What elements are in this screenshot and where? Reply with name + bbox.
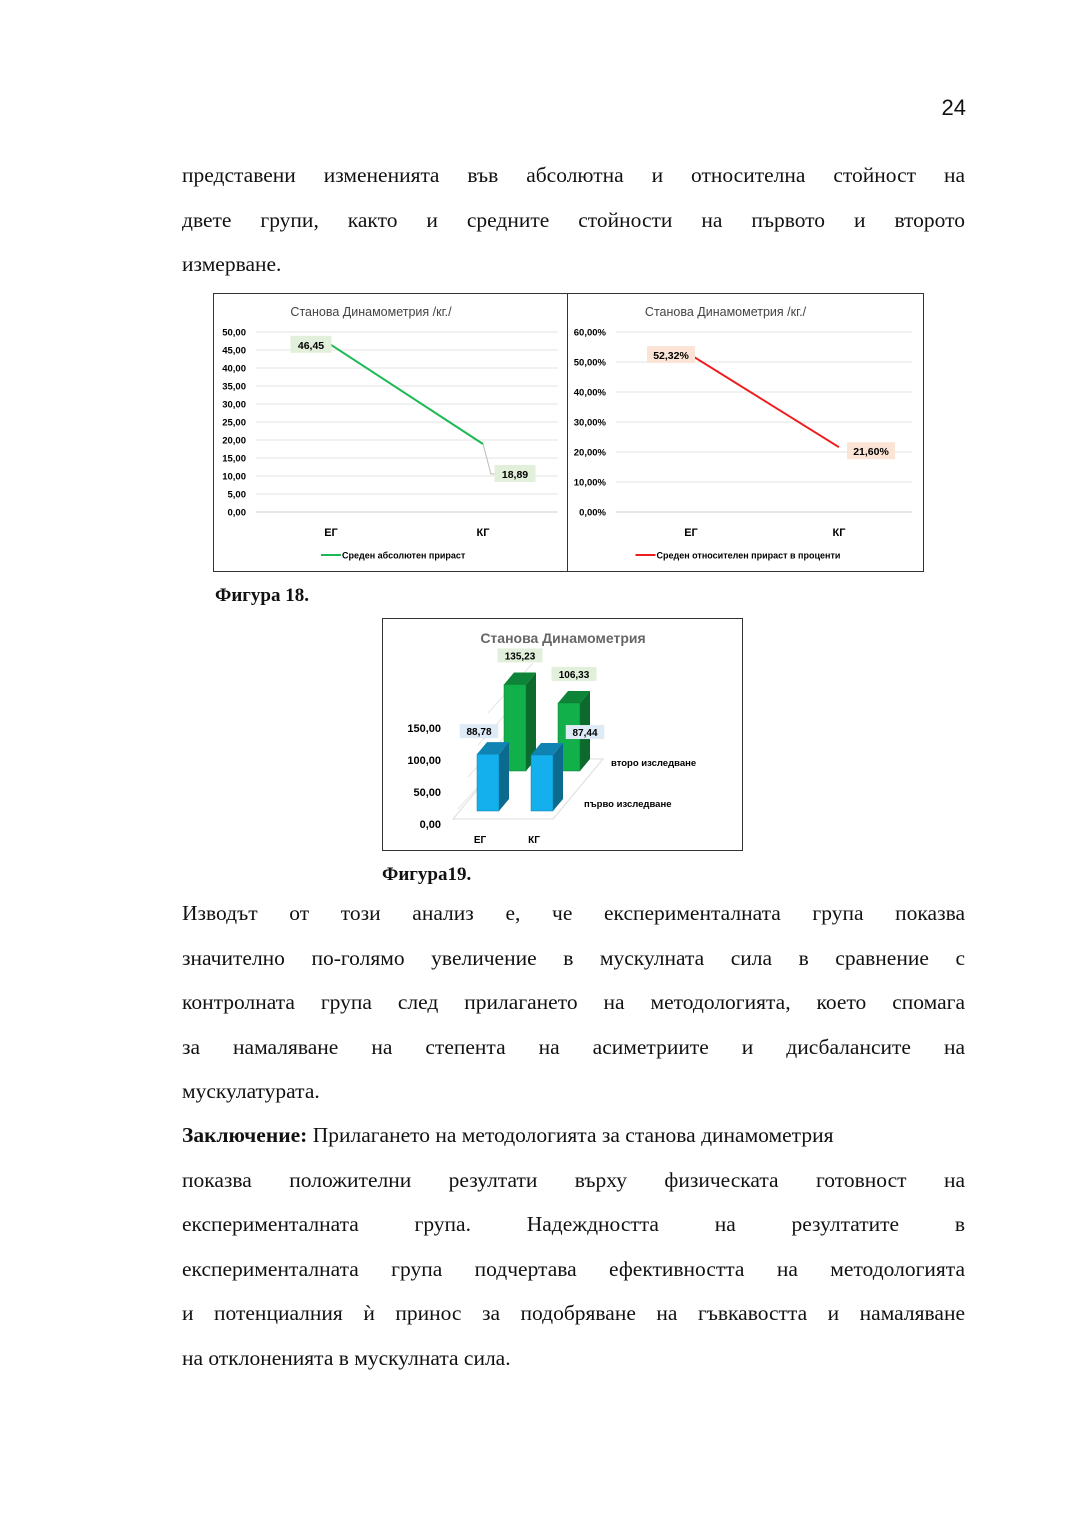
y-tick-label: 20,00 [222, 436, 246, 447]
y-tick-label: 25,00 [222, 418, 246, 429]
bar-side [553, 743, 563, 811]
data-label-bg [494, 464, 536, 482]
bar [530, 754, 554, 812]
y-tick-label: 150,00 [407, 723, 441, 735]
text-line: и потенциалния ѝ принос за подобряване н… [182, 1301, 965, 1325]
x-tick-label: ЕГ [474, 835, 487, 846]
text-line: значително по-голямо увеличение в мускул… [182, 945, 965, 970]
data-label: 87,44 [572, 728, 597, 739]
series-label: първо изследване [584, 799, 671, 810]
y-tick-label: 10,00 [222, 472, 246, 483]
data-label: 88,78 [466, 727, 491, 738]
text-line: за намаляване на степента на асиметриите… [182, 1034, 965, 1059]
x-tick-label: ЕГ [684, 527, 698, 539]
x-tick-label: ЕГ [324, 527, 338, 539]
y-tick-label: 45,00 [222, 346, 246, 357]
y-tick-label: 15,00 [222, 454, 246, 465]
paragraph-conclusion: Заключение: Прилагането на методологията… [182, 1113, 965, 1380]
text-line: експерименталната група. Надеждността на… [182, 1212, 965, 1236]
series-label: второ изследване [611, 758, 696, 769]
y-tick-label: 30,00% [574, 418, 607, 429]
data-label-bg [290, 335, 332, 353]
bar-side [499, 742, 509, 811]
y-tick-label: 50,00 [222, 328, 246, 339]
text-line: представени изменениятa във абсолютна и … [182, 163, 965, 187]
text-line: мускулатурата. [182, 1079, 320, 1103]
bar [476, 753, 500, 812]
x-tick-label: КГ [833, 527, 847, 539]
data-label: 18,89 [502, 469, 528, 481]
data-label-bg [847, 442, 895, 460]
data-label: 52,32% [653, 350, 689, 362]
text-line: контролната група след прилагането на ме… [182, 990, 965, 1014]
conclusion-text: Прилагането на методологията за станова … [307, 1123, 834, 1147]
series-line [330, 343, 484, 445]
bar-top [531, 743, 563, 756]
bar-top [558, 690, 590, 703]
conclusion-label: Заключение: [182, 1123, 308, 1147]
y-tick-label: 50,00 [413, 787, 441, 799]
chart-title: Станова Динамометрия [480, 630, 645, 646]
data-label-bg [551, 666, 597, 681]
text-line: Заключение: Прилагането на методологията… [182, 1113, 965, 1158]
paragraph-findings: Изводът от този анализ е, че експеримент… [182, 891, 965, 1114]
y-tick-label: 0,00% [579, 508, 606, 519]
y-tick-label: 30,00 [222, 400, 246, 411]
page-number: 24 [941, 95, 966, 120]
y-tick-label: 50,00% [574, 358, 607, 369]
data-label: 21,60% [853, 446, 889, 458]
data-label: 135,23 [505, 651, 536, 662]
x-tick-label: КГ [528, 835, 540, 846]
bar-top [477, 742, 509, 755]
chart-title: Станова Динамометрия /кг./ [645, 305, 807, 319]
text-line: двете групи, както и средните стойности … [182, 207, 965, 232]
y-tick-label: 40,00% [574, 388, 607, 399]
data-label-bg [647, 346, 695, 364]
text-line: показва положителни резултати върху физи… [182, 1167, 965, 1192]
figure-18-caption: Фигура 18. [215, 585, 309, 606]
y-tick-label: 20,00% [574, 448, 607, 459]
text-line: на отклоненията в мускулната сила. [182, 1345, 511, 1370]
y-tick-label: 0,00 [420, 819, 441, 831]
figure-19-caption: Фигура19. [382, 864, 472, 885]
chart-title: Станова Динамометрия /кг./ [290, 305, 452, 319]
bar [503, 684, 527, 772]
data-label: 106,33 [559, 670, 590, 681]
y-tick-label: 35,00 [222, 382, 246, 393]
y-tick-label: 100,00 [407, 755, 441, 767]
bar-top [504, 672, 536, 685]
y-tick-label: 40,00 [222, 364, 246, 375]
x-tick-label: КГ [477, 527, 491, 539]
data-label-bg [565, 725, 605, 740]
data-label-bg [459, 724, 499, 739]
paragraph-intro: представени изменениятa във абсолютна и … [182, 153, 965, 287]
legend-label: Среден абсолютен прираст [342, 551, 466, 561]
text-line: измерване. [182, 252, 282, 276]
chart-relative-growth: Станова Динамометрия /кг./ 0,00% 10,00% 20,… [567, 293, 924, 572]
chart-absolute-growth: Станова Динамометрия /кг./ 0,00 5,00 10,00 1… [213, 293, 569, 572]
text-line: Изводът от този анализ е, че експеримент… [182, 901, 965, 925]
y-tick-label: 0,00 [228, 508, 247, 519]
data-label-bg [497, 648, 543, 663]
bar-side [526, 672, 536, 771]
chart-3d-bars: Станова Динамометрия 0,00 50,00 100,00 150,0… [382, 618, 743, 851]
legend-label: Среден относителен прираст в проценти [657, 551, 841, 561]
series-line [690, 354, 840, 449]
y-tick-label: 10,00% [574, 478, 607, 489]
y-tick-label: 60,00% [574, 328, 607, 339]
text-line: експерименталната група подчертава ефект… [182, 1256, 965, 1281]
y-tick-label: 5,00 [228, 490, 247, 501]
data-label: 46,45 [298, 340, 324, 352]
